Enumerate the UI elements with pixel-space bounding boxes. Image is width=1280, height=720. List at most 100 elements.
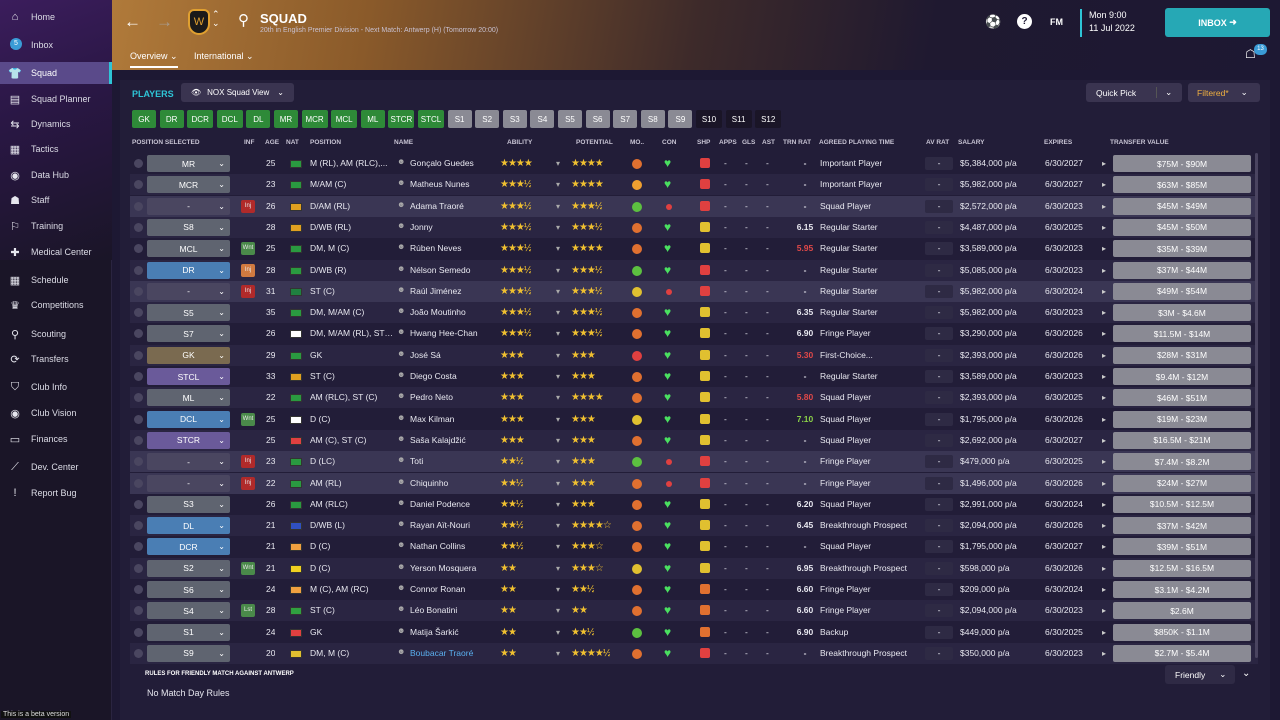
position-selected-dropdown[interactable]: S4 ⌄ — [147, 602, 230, 620]
position-filter-s12[interactable]: S12 — [755, 110, 782, 128]
position-selected-dropdown[interactable]: S3 ⌄ — [147, 495, 230, 513]
player-name[interactable]: Léo Bonatini — [410, 605, 458, 616]
position-filter-dcl[interactable]: DCL — [216, 110, 243, 128]
player-name[interactable]: Gonçalo Guedes — [410, 158, 474, 168]
position-filter-s6[interactable]: S6 — [585, 110, 610, 128]
position-selected-dropdown[interactable]: STCR ⌄ — [147, 431, 230, 449]
player-name[interactable]: Matija Šarkić — [410, 626, 459, 637]
row-select-checkbox[interactable] — [134, 585, 143, 594]
row-select-checkbox[interactable] — [134, 244, 143, 254]
position-selected-dropdown[interactable]: ML ⌄ — [147, 389, 230, 407]
row-select-checkbox[interactable] — [134, 393, 143, 403]
sidebar-item-club-info[interactable]: ⛉ Club Info — [0, 376, 112, 398]
column-header-position-selected[interactable]: POSITION SELECTED — [132, 139, 200, 146]
player-name[interactable]: Pedro Neto — [410, 392, 453, 403]
column-header-nat[interactable]: NAT — [286, 139, 299, 146]
table-row[interactable]: - ⌄ Inj 26 D/AM (RL) ☻ Adama Traoré ★★★½ ▾ ★★★½ - -… — [130, 195, 1258, 217]
position-selected-dropdown[interactable]: DL ⌄ — [147, 517, 230, 535]
position-filter-stcr[interactable]: STCR — [388, 110, 415, 128]
position-selected-dropdown[interactable]: S1 ⌄ — [147, 623, 230, 641]
sidebar-item-finances[interactable]: ▭ Finances — [0, 428, 112, 450]
tab-international[interactable]: International ⌄ — [194, 51, 254, 61]
sidebar-item-club-vision[interactable]: ◉ Club Vision — [0, 402, 112, 424]
table-row[interactable]: GK ⌄ 29 GK ☻ José Sá ★★★ ▾ ★★★ ♥ - - - 5.30 First-Choi… — [130, 344, 1258, 366]
player-name[interactable]: Adama Traoré — [410, 200, 464, 211]
scrollbar[interactable] — [1255, 153, 1258, 658]
player-name[interactable]: Hwang Hee-Chan — [410, 328, 478, 339]
sidebar-item-staff[interactable]: ☗ Staff — [0, 189, 112, 211]
position-filter-s10[interactable]: S10 — [696, 110, 722, 128]
table-row[interactable]: - ⌄ Inj 31 ST (C) ☻ Raúl Jiménez ★★★½ ▾ ★★★½ - - - - R… — [130, 280, 1258, 302]
table-row[interactable]: - ⌄ Inj 22 AM (RL) ☻ Chiquinho ★★½ ▾ ★★★ - - - - Fring… — [130, 472, 1258, 494]
player-name[interactable]: Rayan Aït-Nouri — [410, 520, 470, 531]
club-crest-icon[interactable]: W — [188, 9, 210, 35]
player-name[interactable]: José Sá — [410, 349, 441, 360]
position-selected-dropdown[interactable]: S5 ⌄ — [147, 304, 230, 322]
row-select-checkbox[interactable] — [134, 457, 143, 467]
player-name[interactable]: João Moutinho — [410, 307, 466, 318]
position-selected-dropdown[interactable]: MCR ⌄ — [147, 176, 230, 194]
row-select-checkbox[interactable] — [134, 308, 143, 318]
table-row[interactable]: S5 ⌄ 35 DM, M/AM (C) ☻ João Moutinho ★★★½ ▾ ★★★½… — [130, 302, 1258, 324]
column-header-shp[interactable]: SHP — [697, 139, 711, 146]
player-name[interactable]: Matheus Nunes — [410, 179, 470, 190]
player-name[interactable]: Raúl Jiménez — [410, 285, 462, 296]
row-select-checkbox[interactable] — [134, 499, 143, 509]
player-name[interactable]: Daniel Podence — [410, 498, 471, 509]
row-select-checkbox[interactable] — [134, 201, 143, 211]
ball-icon[interactable]: ⚽ — [985, 14, 1002, 29]
position-filter-mcl[interactable]: MCL — [331, 110, 358, 128]
column-header-ability[interactable]: ABILITY — [507, 139, 533, 146]
column-header-con[interactable]: CON — [662, 139, 677, 146]
sidebar-item-home[interactable]: ⌂ Home — [0, 6, 112, 28]
row-select-checkbox[interactable] — [134, 478, 143, 488]
column-header-name[interactable]: NAME — [394, 139, 414, 146]
collapse-icon[interactable]: ⌄ — [1242, 668, 1251, 679]
position-selected-dropdown[interactable]: - ⌄ — [147, 197, 230, 215]
position-filter-s2[interactable]: S2 — [475, 110, 500, 128]
column-header-expires[interactable]: EXPIRES — [1044, 139, 1073, 146]
position-filter-stcl[interactable]: STCL — [418, 110, 444, 128]
player-name[interactable]: Nathan Collins — [410, 541, 466, 552]
position-selected-dropdown[interactable]: MCL ⌄ — [147, 240, 230, 258]
row-select-checkbox[interactable] — [134, 222, 143, 232]
position-filter-gk[interactable]: GK — [132, 110, 156, 128]
column-header-ast[interactable]: AST — [762, 139, 775, 146]
sidebar-item-schedule[interactable]: ▦ Schedule — [0, 269, 112, 291]
position-filter-s8[interactable]: S8 — [640, 110, 665, 128]
row-select-checkbox[interactable] — [134, 159, 143, 168]
player-name[interactable]: Boubacar Traoré — [410, 647, 474, 658]
table-row[interactable]: DCR ⌄ 21 D (C) ☻ Nathan Collins ★★½ ▾ ★★★☆ ♥ - - - - S… — [130, 536, 1258, 557]
sidebar-item-tactics[interactable]: ▦ Tactics — [0, 138, 112, 160]
table-row[interactable]: STCR ⌄ 25 AM (C), ST (C) ☻ Saša Kalajdžić ★★★ ▾… — [130, 429, 1258, 451]
table-row[interactable]: MCL ⌄ Wnt 25 DM, M (C) ☻ Rúben Neves ★★★½ ▾ ★★★★ ♥… — [130, 238, 1258, 259]
table-row[interactable]: S4 ⌄ Lst 28 ST (C) ☻ Léo Bonatini ★★ ▾ ★★ ♥ - - - 6.60… — [130, 600, 1258, 622]
position-selected-dropdown[interactable]: DCR ⌄ — [147, 538, 230, 556]
row-select-checkbox[interactable] — [134, 542, 143, 552]
sidebar-item-competitions[interactable]: ♛ Competitions — [0, 294, 112, 316]
player-name[interactable]: Rúben Neves — [410, 243, 462, 254]
sidebar-item-squad-planner[interactable]: ▤ Squad Planner — [0, 88, 112, 110]
forward-arrow-icon[interactable]: → — [156, 12, 173, 31]
position-selected-dropdown[interactable]: - ⌄ — [147, 474, 230, 492]
position-filter-ml[interactable]: ML — [360, 110, 385, 128]
table-row[interactable]: S1 ⌄ 24 GK ☻ Matija Šarkić ★★ ▾ ★★½ ♥ - - - 6.90 Backu… — [130, 622, 1258, 643]
table-row[interactable]: DCL ⌄ Wnt 25 D (C) ☻ Max Kilman ★★★ ▾ ★★★ ♥ - - - 7.10… — [130, 409, 1258, 430]
position-selected-dropdown[interactable]: MR ⌄ — [147, 155, 230, 172]
row-select-checkbox[interactable] — [134, 563, 143, 573]
sidebar-item-data-hub[interactable]: ◉ Data Hub — [0, 164, 112, 186]
player-name[interactable]: Saša Kalajdžić — [410, 434, 466, 445]
position-selected-dropdown[interactable]: S7 ⌄ — [147, 325, 230, 343]
table-row[interactable]: DR ⌄ Inj 28 D/WB (R) ☻ Nélson Semedo ★★★½ ▾ ★★★½ ♥… — [130, 259, 1258, 281]
column-header-inf[interactable]: INF — [244, 139, 255, 146]
position-filter-s1[interactable]: S1 — [447, 110, 472, 128]
table-row[interactable]: S7 ⌄ 26 DM, M/AM (RL), ST (C) ☻ Hwang Hee-Cha… — [130, 323, 1258, 344]
row-select-checkbox[interactable] — [134, 350, 143, 360]
back-arrow-icon[interactable]: ← — [124, 12, 141, 31]
position-filter-mcr[interactable]: MCR — [301, 110, 328, 128]
row-select-checkbox[interactable] — [134, 414, 143, 424]
inbox-button[interactable]: INBOX ➜ — [1165, 8, 1270, 37]
player-name[interactable]: Connor Ronan — [410, 584, 466, 594]
sidebar-item-scouting[interactable]: ⚲ Scouting — [0, 323, 112, 345]
position-filter-s5[interactable]: S5 — [558, 110, 582, 128]
